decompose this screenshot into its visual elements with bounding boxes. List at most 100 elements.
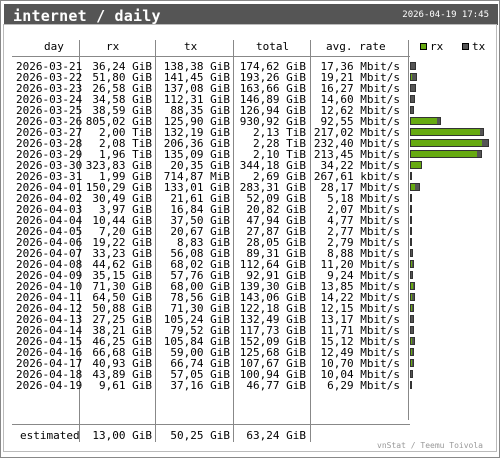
cell-rx: 51,80 GiB: [92, 71, 152, 84]
column-divider: [155, 40, 156, 442]
cell-rx: 1,96 TiB: [99, 148, 152, 161]
bar-tx: [411, 315, 414, 323]
bar-outline: [410, 106, 414, 114]
bar-tx: [411, 62, 416, 70]
cell-tx: 133,01 GiB: [163, 181, 230, 194]
cell-avg: 9,24 Mbit/s: [327, 269, 400, 282]
bar-outline: [410, 249, 413, 257]
cell-day: 2026-04-14: [16, 324, 83, 337]
cell-total: 139,30 GiB: [239, 280, 306, 293]
cell-avg: 13,85 Mbit/s: [320, 280, 400, 293]
column-divider: [79, 40, 80, 442]
cell-total: 143,06 GiB: [239, 291, 306, 304]
cell-day: 2026-04-01: [16, 181, 83, 194]
cell-rx: 38,21 GiB: [92, 324, 152, 337]
cell-day: 2026-03-26: [16, 115, 83, 128]
bar-rx: [410, 150, 477, 158]
bar-tx: [477, 150, 482, 158]
estimated-total: 63,24 GiB: [246, 429, 306, 442]
bar-outline: [410, 73, 417, 81]
cell-rx: 9,61 GiB: [99, 379, 152, 392]
cell-avg: 14,22 Mbit/s: [320, 291, 400, 304]
cell-total: 89,31 GiB: [246, 247, 306, 260]
cell-tx: 20,35 GiB: [170, 159, 230, 172]
column-divider: [310, 40, 311, 442]
bar-outline: [410, 150, 482, 158]
cell-total: 126,94 GiB: [239, 104, 306, 117]
cell-tx: 137,08 GiB: [163, 82, 230, 95]
cell-avg: 2,07 Mbit/s: [327, 203, 400, 216]
cell-tx: 125,90 GiB: [163, 115, 230, 128]
cell-avg: 2,79 Mbit/s: [327, 236, 400, 249]
bar-outline: [410, 183, 420, 191]
bar-tx: [415, 183, 420, 191]
bar-outline: [410, 359, 414, 367]
bar-outline: [410, 304, 414, 312]
estimated-tx: 50,25 GiB: [170, 429, 230, 442]
bar-tx: [411, 95, 415, 103]
cell-tx: 79,52 GiB: [170, 324, 230, 337]
bar-rx: [410, 293, 412, 301]
cell-rx: 40,93 GiB: [92, 357, 152, 370]
bar-outline: [410, 139, 489, 147]
bar-tx: [437, 117, 441, 125]
column-header-total: total: [256, 40, 290, 53]
cell-day: 2026-04-17: [16, 357, 83, 370]
bar-outline: [410, 238, 412, 246]
bar-tx: [411, 326, 414, 334]
bar-tx: [412, 73, 417, 81]
timestamp: 2026-04-19 17:45: [402, 10, 489, 20]
cell-avg: 5,18 Mbit/s: [327, 192, 400, 205]
cell-tx: 37,50 GiB: [170, 214, 230, 227]
cell-total: 163,66 GiB: [239, 82, 306, 95]
cell-avg: 13,17 Mbit/s: [320, 313, 400, 326]
bar-outline: [410, 315, 414, 323]
cell-day: 2026-03-28: [16, 137, 83, 150]
bar-outline: [410, 271, 413, 279]
cell-total: 46,77 GiB: [246, 379, 306, 392]
cell-rx: 30,49 GiB: [92, 192, 152, 205]
cell-total: 152,09 GiB: [239, 335, 306, 348]
cell-day: 2026-04-18: [16, 368, 83, 381]
title-bar: internet / daily 2026-04-19 17:45: [4, 4, 498, 25]
cell-day: 2026-04-12: [16, 302, 83, 315]
bar-rx: [410, 337, 412, 345]
cell-rx: 43,89 GiB: [92, 368, 152, 381]
estimated-rx: 13,00 GiB: [92, 429, 152, 442]
cell-day: 2026-03-21: [16, 60, 83, 73]
bar-rx: [410, 282, 413, 290]
bar-rx: [410, 128, 480, 136]
cell-total: 20,82 GiB: [246, 203, 306, 216]
bar-outline: [410, 216, 412, 224]
column-header-day: day: [44, 40, 64, 53]
bar-rx: [410, 304, 412, 312]
bar-rx: [410, 117, 437, 125]
cell-day: 2026-04-10: [16, 280, 83, 293]
cell-total: 125,68 GiB: [239, 346, 306, 359]
cell-avg: 213,45 Mbit/s: [313, 148, 400, 161]
cell-tx: 105,24 GiB: [163, 313, 230, 326]
cell-avg: 4,77 Mbit/s: [327, 214, 400, 227]
cell-rx: 44,62 GiB: [92, 258, 152, 271]
cell-rx: 71,30 GiB: [92, 280, 152, 293]
cell-tx: 88,35 GiB: [170, 104, 230, 117]
cell-avg: 14,60 Mbit/s: [320, 93, 400, 106]
cell-day: 2026-03-25: [16, 104, 83, 117]
cell-tx: 112,31 GiB: [163, 93, 230, 106]
cell-day: 2026-03-22: [16, 71, 83, 84]
bar-tx: [411, 84, 416, 92]
cell-tx: 56,08 GiB: [170, 247, 230, 260]
header-divider: [12, 56, 410, 57]
cell-total: 344,18 GiB: [239, 159, 306, 172]
cell-day: 2026-03-27: [16, 126, 83, 139]
bar-tx: [411, 106, 414, 114]
cell-tx: 16,84 GiB: [170, 203, 230, 216]
cell-day: 2026-04-05: [16, 225, 83, 238]
cell-day: 2026-04-09: [16, 269, 83, 282]
cell-rx: 19,22 GiB: [92, 236, 152, 249]
cell-day: 2026-03-24: [16, 93, 83, 106]
bar-rx: [410, 183, 415, 191]
bar-tx: [412, 337, 415, 345]
cell-day: 2026-03-30: [16, 159, 83, 172]
cell-rx: 46,25 GiB: [92, 335, 152, 348]
